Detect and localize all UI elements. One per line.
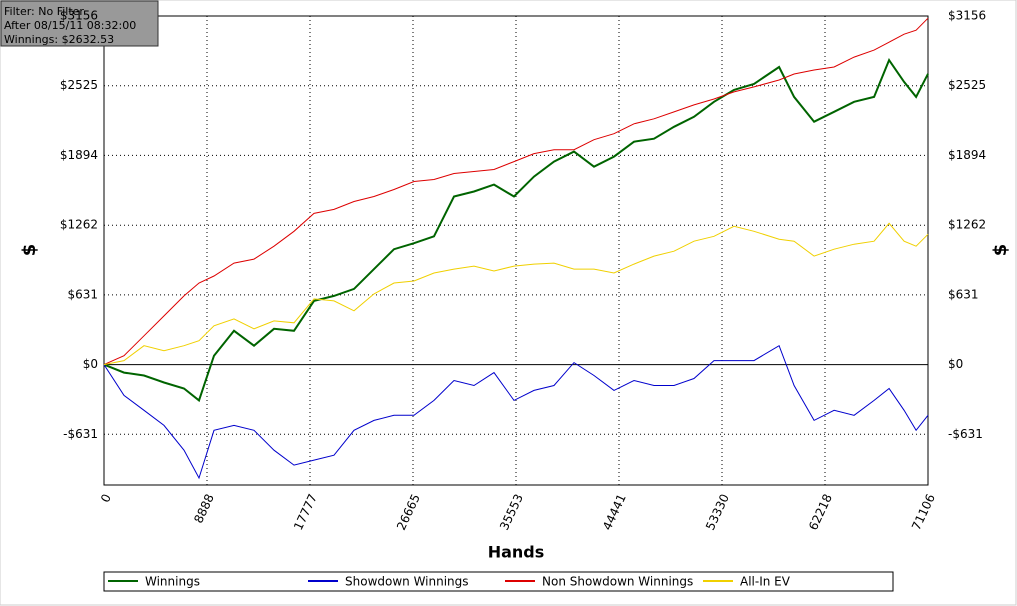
legend-items: Winnings Showdown Winnings Non Showdown Wi… — [108, 575, 791, 589]
y2-tick-label: $2525 — [948, 78, 986, 92]
legend-label: Showdown Winnings — [345, 575, 469, 589]
series-line — [103, 222, 929, 366]
series-line — [103, 344, 929, 480]
lines — [103, 17, 929, 480]
y-tick-label: $3156 — [60, 9, 98, 23]
y2-tick-label: $1262 — [948, 218, 986, 232]
y2-tick-label: $631 — [948, 287, 979, 301]
info-text: After 08/15/11 08:32:00 — [4, 19, 136, 32]
y-axis-label: $ — [19, 244, 40, 257]
info-box — [0, 0, 159, 47]
legend-label: Winnings — [145, 575, 200, 589]
y-tick-label: -$631 — [63, 427, 98, 441]
y2-tick-label: $1894 — [948, 148, 986, 162]
y-tick-label: $2525 — [60, 78, 98, 92]
info-text: Filter: No Filter — [4, 5, 84, 18]
y2-axis-label: $ — [990, 244, 1011, 257]
y2-tick-label: -$631 — [948, 427, 983, 441]
y-tick-label: $1262 — [60, 218, 98, 232]
y-tick-label: $1894 — [60, 148, 98, 162]
series-line — [103, 17, 929, 366]
y2-tick-label: $0 — [948, 357, 963, 371]
y-tick-label: $0 — [83, 357, 98, 371]
legend — [103, 571, 894, 592]
x-axis-label: Hands — [488, 543, 545, 562]
grid — [103, 15, 929, 485]
plot-area — [103, 15, 929, 486]
series-line — [103, 58, 929, 403]
legend-label: All-In EV — [740, 575, 791, 589]
y-tick-label: $631 — [67, 287, 98, 301]
legend-label: Non Showdown Winnings — [542, 575, 693, 589]
y2-tick-label: $3156 — [948, 9, 986, 23]
info-text: Winnings: $2632.53 — [4, 33, 114, 46]
